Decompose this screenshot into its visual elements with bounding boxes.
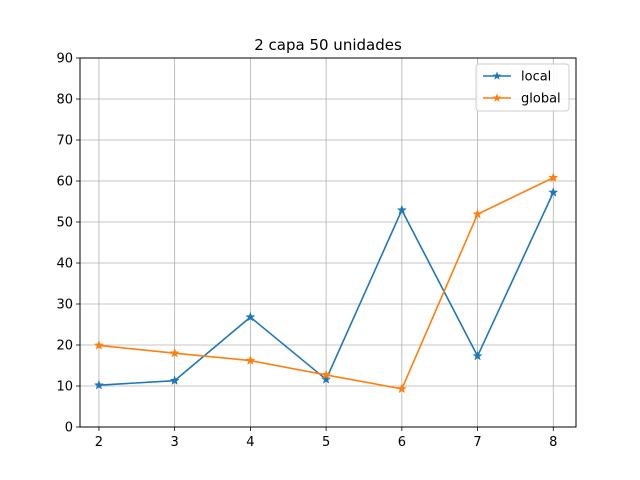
legend-marker-local bbox=[492, 71, 502, 80]
data-point-local bbox=[321, 374, 332, 384]
x-tick-label: 2 bbox=[95, 435, 103, 450]
data-point-local bbox=[245, 311, 256, 322]
x-tick-label: 5 bbox=[322, 435, 330, 450]
data-point-global bbox=[245, 355, 256, 365]
y-tick-label: 40 bbox=[56, 257, 73, 272]
data-point-local bbox=[169, 375, 180, 385]
y-tick-label: 30 bbox=[56, 298, 73, 313]
x-tick-label: 4 bbox=[246, 435, 254, 450]
x-tick-label: 3 bbox=[171, 435, 179, 450]
plot-area-frame bbox=[79, 57, 577, 428]
x-tick-label: 6 bbox=[398, 435, 406, 450]
y-tick-label: 70 bbox=[56, 134, 73, 149]
legend: local global bbox=[475, 63, 570, 112]
y-tick-label: 20 bbox=[56, 339, 73, 354]
data-point-local bbox=[93, 379, 105, 390]
x-tick-label: 8 bbox=[549, 435, 557, 450]
y-tick-label: 60 bbox=[56, 175, 73, 190]
data-point-local bbox=[548, 187, 559, 197]
legend-label-local: local bbox=[521, 70, 551, 85]
x-tick-label: 7 bbox=[473, 435, 481, 450]
y-tick-label: 0 bbox=[65, 421, 73, 436]
series-local bbox=[93, 187, 559, 390]
y-tick-label: 80 bbox=[56, 93, 73, 108]
data-point-global bbox=[93, 340, 105, 350]
data-point-global bbox=[169, 347, 180, 358]
legend-label-global: global bbox=[521, 92, 561, 107]
data-point-local bbox=[396, 204, 407, 215]
y-tick-label: 90 bbox=[56, 52, 73, 67]
legend-marker-global bbox=[492, 93, 502, 102]
y-tick-label: 50 bbox=[56, 216, 73, 231]
chart-title: 2 capa 50 unidades bbox=[254, 36, 402, 54]
data-point-local bbox=[472, 350, 483, 361]
y-tick-label: 10 bbox=[56, 380, 73, 395]
series-global bbox=[93, 172, 559, 394]
data-point-global bbox=[472, 208, 483, 219]
data-point-global bbox=[321, 369, 332, 380]
series-layer bbox=[93, 172, 559, 394]
data-point-global bbox=[396, 383, 407, 394]
data-point-global bbox=[548, 172, 559, 183]
